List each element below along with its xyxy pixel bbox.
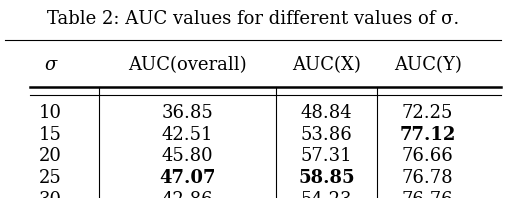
Text: 45.80: 45.80 xyxy=(161,148,213,165)
Text: 47.07: 47.07 xyxy=(159,169,215,187)
Text: Table 2: AUC values for different values of σ.: Table 2: AUC values for different values… xyxy=(47,10,458,28)
Text: 15: 15 xyxy=(39,126,62,144)
Text: 53.86: 53.86 xyxy=(300,126,351,144)
Text: AUC(Y): AUC(Y) xyxy=(393,56,461,74)
Text: 30: 30 xyxy=(39,191,62,198)
Text: σ: σ xyxy=(44,56,57,74)
Text: 77.12: 77.12 xyxy=(398,126,455,144)
Text: 58.85: 58.85 xyxy=(297,169,354,187)
Text: 42.86: 42.86 xyxy=(161,191,213,198)
Text: 76.78: 76.78 xyxy=(401,169,452,187)
Text: 10: 10 xyxy=(39,104,62,122)
Text: 48.84: 48.84 xyxy=(300,104,351,122)
Text: 72.25: 72.25 xyxy=(401,104,452,122)
Text: 20: 20 xyxy=(39,148,62,165)
Text: 36.85: 36.85 xyxy=(161,104,213,122)
Text: 54.23: 54.23 xyxy=(300,191,351,198)
Text: 76.66: 76.66 xyxy=(401,148,452,165)
Text: AUC(X): AUC(X) xyxy=(291,56,360,74)
Text: 42.51: 42.51 xyxy=(161,126,213,144)
Text: 76.76: 76.76 xyxy=(401,191,452,198)
Text: 57.31: 57.31 xyxy=(300,148,351,165)
Text: 25: 25 xyxy=(39,169,62,187)
Text: AUC(overall): AUC(overall) xyxy=(128,56,246,74)
